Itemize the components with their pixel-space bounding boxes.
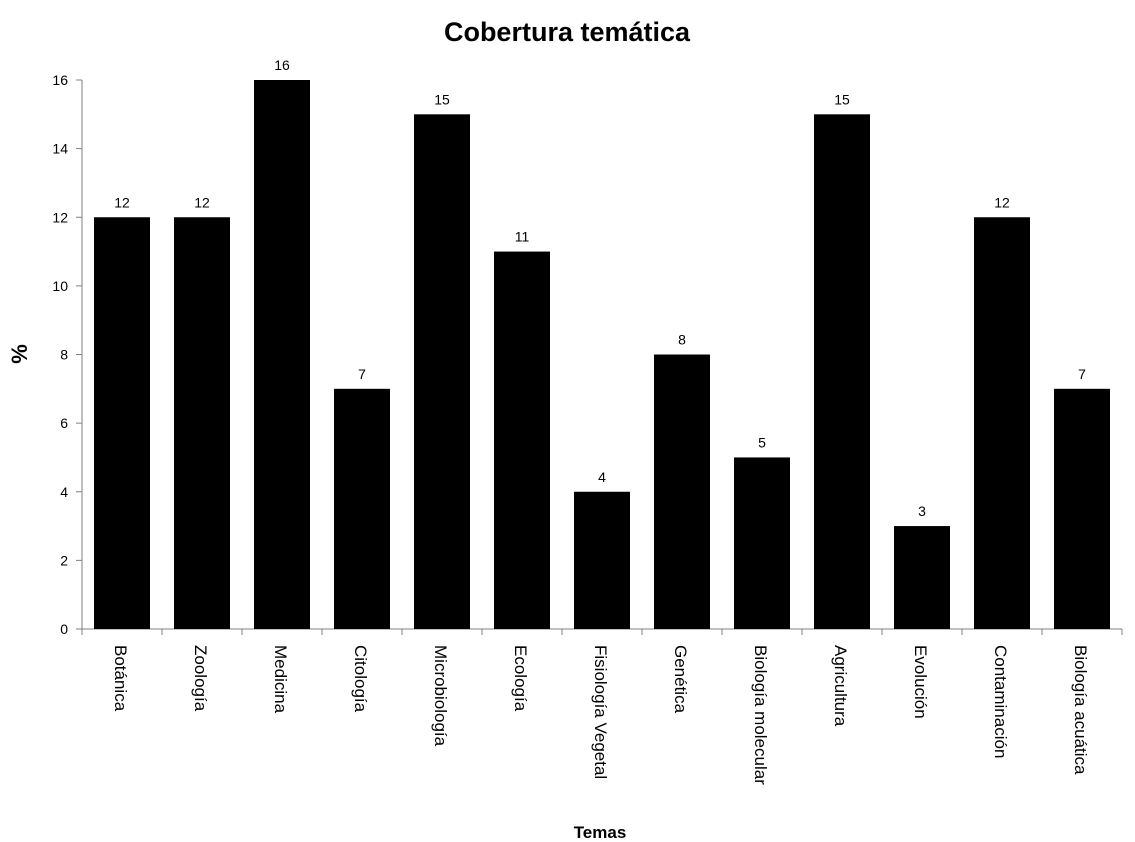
category-label: Evolución	[911, 645, 930, 719]
bar	[894, 526, 950, 629]
bar	[654, 354, 710, 629]
category-label: Biología acuática	[1071, 645, 1090, 775]
category-label: Zoología	[191, 645, 210, 712]
bar	[574, 491, 630, 629]
data-label: 12	[114, 194, 130, 210]
bar	[734, 457, 790, 629]
plot-area: 0 2 4 6 8 10 12 14 16 12 Botánica 12 Zoología 16 Medic…	[52, 57, 1123, 785]
bar	[254, 80, 310, 629]
bar	[94, 217, 150, 629]
y-tick-label: 10	[52, 278, 68, 294]
category-label: Microbiología	[431, 645, 450, 747]
bar	[974, 217, 1030, 629]
data-label: 3	[918, 503, 926, 519]
bar	[174, 217, 230, 629]
category-label: Citología	[351, 645, 370, 713]
data-label: 5	[758, 434, 766, 450]
y-tick-label: 12	[52, 209, 68, 225]
data-label: 16	[274, 57, 290, 73]
y-tick-label: 4	[60, 484, 68, 500]
y-tick-label: 2	[60, 552, 68, 568]
y-tick-label: 16	[52, 72, 68, 88]
y-tick-label: 0	[60, 621, 68, 637]
category-label: Botánica	[111, 645, 130, 712]
category-label: Ecología	[511, 645, 530, 712]
data-label: 15	[434, 91, 450, 107]
y-axis-title: %	[7, 344, 32, 364]
bar	[334, 388, 390, 629]
category-label: Contaminación	[991, 645, 1010, 758]
y-tick-label: 6	[60, 415, 68, 431]
category-label: Genética	[671, 645, 690, 714]
category-label: Fisiología Vegetal	[591, 645, 610, 779]
category-label: Biología molecular	[751, 645, 770, 785]
bar	[814, 114, 870, 629]
data-label: 7	[358, 366, 366, 382]
data-label: 15	[834, 91, 850, 107]
data-label: 7	[1078, 366, 1086, 382]
chart-title: Cobertura temática	[444, 17, 691, 47]
x-axis-title: Temas	[574, 823, 627, 842]
category-label: Agricultura	[831, 645, 850, 727]
data-label: 12	[994, 194, 1010, 210]
bar	[494, 251, 550, 629]
y-tick-label: 8	[60, 347, 68, 363]
data-label: 4	[598, 469, 606, 485]
category-label: Medicina	[271, 645, 290, 714]
bar	[1054, 388, 1110, 629]
data-label: 8	[678, 332, 686, 348]
y-tick-label: 14	[52, 141, 68, 157]
data-label: 11	[515, 229, 530, 245]
data-label: 12	[194, 194, 210, 210]
bar	[414, 114, 470, 629]
